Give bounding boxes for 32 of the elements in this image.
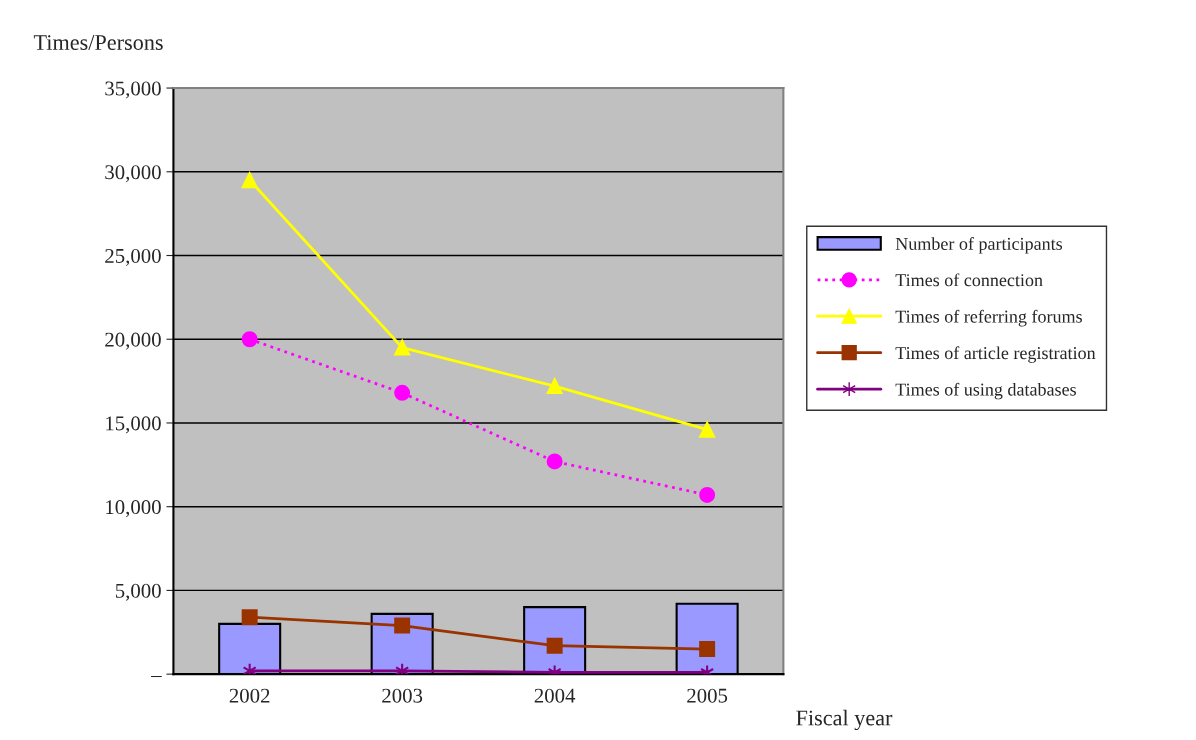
point [699, 421, 716, 438]
point [546, 453, 563, 470]
point [395, 662, 410, 675]
y-tick-label: 35,000 [105, 81, 161, 99]
point [394, 384, 411, 401]
point [546, 378, 563, 395]
point [241, 172, 258, 189]
x-axis-title: Fiscal year [796, 709, 893, 731]
legend-label: Times of article registration [895, 346, 1096, 363]
y-tick-label: 25,000 [105, 248, 161, 266]
point [242, 662, 257, 675]
point [394, 617, 411, 634]
legend-label: Times of using databases [895, 382, 1076, 400]
y-tick-label: 15,000 [106, 416, 161, 434]
y-tick-label: 10,000 [106, 500, 161, 518]
point [241, 609, 258, 626]
legend-label: Times of referring forums [895, 309, 1082, 327]
point [699, 641, 716, 658]
legend-label: Times of connection [895, 273, 1043, 287]
y-tick-label: – [151, 676, 162, 678]
x-tick-label: 2002 [229, 688, 270, 703]
y-axis-title: Times/Persons [33, 35, 163, 50]
point [699, 486, 716, 503]
y-tick-label: 20,000 [105, 332, 161, 350]
legend-label: Number of participants [895, 237, 1063, 254]
point [394, 339, 411, 356]
x-tick-label: 2003 [382, 688, 423, 703]
x-tick-label: 2005 [687, 688, 728, 703]
y-tick-label: 30,000 [105, 165, 161, 183]
y-tick-label: 5,000 [115, 583, 161, 601]
x-tick-label: 2004 [534, 688, 576, 703]
point [241, 331, 258, 348]
